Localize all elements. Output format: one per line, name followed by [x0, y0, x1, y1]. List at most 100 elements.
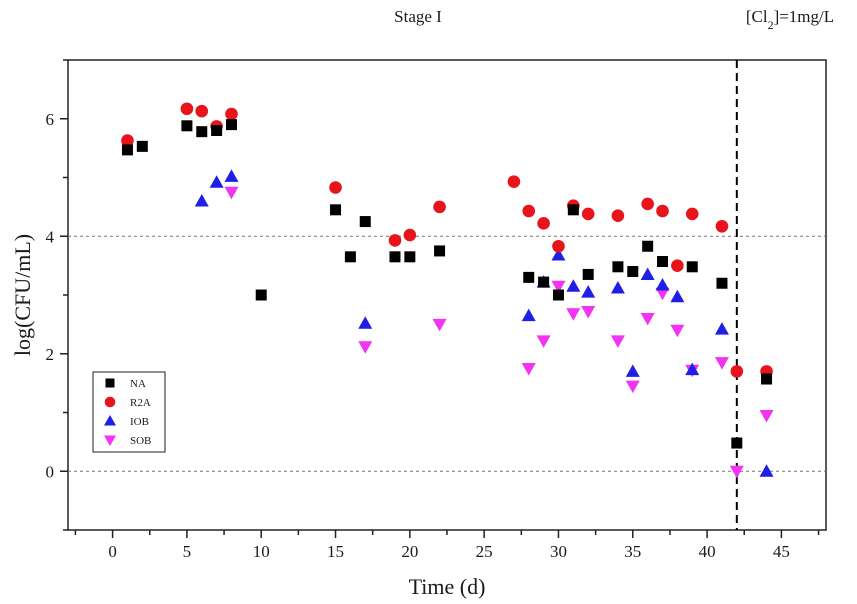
point-r2a	[537, 217, 550, 230]
point-na	[121, 144, 133, 156]
legend-marker-na	[105, 378, 115, 388]
x-tick-label: 40	[699, 542, 716, 561]
point-na	[359, 216, 371, 228]
point-r2a	[522, 204, 536, 218]
point-na	[330, 204, 342, 216]
x-tick-label: 35	[624, 542, 641, 561]
point-r2a	[180, 102, 194, 116]
point-r2a	[388, 234, 402, 247]
point-r2a	[581, 207, 595, 221]
legend-box	[92, 371, 166, 453]
point-iob	[625, 364, 640, 377]
point-r2a	[685, 207, 699, 221]
legend-marker-r2a	[104, 396, 116, 408]
point-sob	[581, 305, 596, 319]
point-sob	[224, 186, 239, 200]
point-iob	[566, 279, 581, 292]
point-sob	[759, 409, 774, 423]
x-tick-label: 45	[773, 542, 790, 561]
reference-lines	[68, 60, 826, 530]
point-iob	[655, 278, 670, 291]
legend-marker-sob	[104, 435, 116, 446]
point-iob	[581, 285, 596, 298]
point-na	[181, 120, 193, 132]
legend-label-r2a: R2A	[130, 397, 151, 409]
point-iob	[194, 194, 209, 207]
point-sob	[670, 324, 685, 338]
point-r2a	[656, 204, 669, 218]
point-iob	[551, 248, 566, 261]
series-r2a	[121, 102, 773, 378]
point-r2a	[403, 228, 417, 242]
legend-label-iob: IOB	[130, 416, 149, 428]
point-na	[686, 261, 698, 273]
legend: NA R2A IOB SOB	[92, 371, 166, 453]
x-tick-label: 10	[253, 542, 270, 561]
point-r2a	[611, 209, 625, 222]
point-na	[761, 373, 773, 385]
point-na	[389, 251, 401, 263]
series-na	[121, 119, 773, 449]
point-r2a	[329, 181, 342, 194]
point-sob	[521, 362, 536, 376]
point-na	[344, 251, 356, 263]
point-iob	[670, 289, 685, 303]
legend-label-sob: SOB	[130, 435, 151, 447]
point-na	[582, 268, 594, 280]
legend-label-na: NA	[130, 378, 146, 390]
point-sob	[536, 335, 551, 348]
point-na	[612, 261, 624, 273]
axis-tick-labels: 0 5 10 15 20 25 30 35 40 45 0 2 4 6	[46, 110, 790, 561]
point-sob	[358, 341, 373, 354]
point-na	[196, 126, 208, 138]
point-iob	[521, 308, 536, 322]
point-iob	[610, 280, 625, 294]
point-sob	[714, 357, 729, 370]
point-r2a	[507, 175, 521, 188]
point-r2a	[671, 259, 684, 272]
point-na	[225, 119, 237, 131]
point-sob	[655, 287, 670, 301]
point-na	[434, 245, 446, 257]
y-tick-label: 6	[46, 110, 55, 129]
y-tick-label: 4	[46, 227, 55, 246]
axis-ticks	[60, 59, 820, 538]
point-na	[731, 437, 743, 449]
point-na	[716, 277, 728, 289]
y-axis-title: log(CFU/mL)	[10, 234, 35, 356]
point-na	[627, 266, 639, 277]
chart-title: Stage I	[394, 7, 442, 26]
y-tick-label: 2	[46, 345, 55, 364]
chlorine-annotation: [Cl2]=1mg/L	[746, 7, 834, 32]
data-points	[121, 102, 774, 479]
point-r2a	[552, 239, 565, 253]
x-tick-label: 20	[401, 542, 418, 561]
point-na	[642, 240, 654, 252]
x-tick-label: 0	[108, 542, 117, 561]
point-r2a	[433, 200, 446, 214]
point-iob	[685, 362, 700, 376]
point-r2a	[641, 197, 654, 211]
series-iob	[194, 169, 774, 477]
point-r2a	[121, 134, 134, 147]
point-iob	[640, 267, 655, 280]
point-iob	[358, 316, 373, 329]
point-na	[523, 271, 535, 283]
point-iob	[759, 464, 774, 477]
point-na	[552, 289, 564, 301]
point-r2a	[730, 365, 744, 378]
point-sob	[729, 465, 744, 479]
series-sob	[224, 186, 774, 479]
point-sob	[551, 280, 566, 294]
point-sob	[566, 308, 581, 321]
x-tick-label: 5	[183, 542, 192, 561]
x-tick-label: 30	[550, 542, 567, 561]
point-na	[657, 256, 669, 268]
point-r2a	[195, 104, 209, 118]
legend-marker-iob	[104, 415, 116, 426]
y-tick-label: 0	[46, 462, 55, 481]
point-sob	[640, 313, 655, 326]
point-na	[211, 125, 223, 136]
point-na	[404, 251, 416, 263]
point-iob	[209, 175, 224, 188]
